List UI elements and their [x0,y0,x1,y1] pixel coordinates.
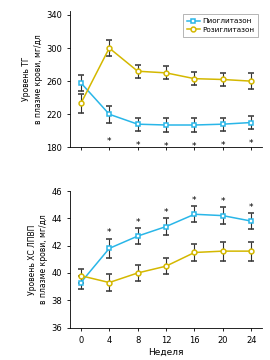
X-axis label: Неделя: Неделя [148,348,184,357]
Text: *: * [192,196,197,205]
Text: *: * [135,217,140,226]
Text: *: * [164,141,168,150]
Text: *: * [192,141,197,150]
Text: *: * [107,229,112,238]
Legend: Пиоглитазон, Розиглитазон: Пиоглитазон, Розиглитазон [183,14,258,37]
Text: *: * [135,141,140,150]
Y-axis label: Уровень ТГ
в плазме крови, мг/дл: Уровень ТГ в плазме крови, мг/дл [22,34,43,124]
Text: *: * [249,139,254,148]
Text: *: * [164,208,168,217]
Text: *: * [221,141,225,150]
Text: *: * [107,136,112,145]
Text: *: * [249,203,254,212]
Text: *: * [221,197,225,206]
Y-axis label: Уровень ХС ЛПВП
в плазме крови, мг/дл: Уровень ХС ЛПВП в плазме крови, мг/дл [28,215,48,304]
